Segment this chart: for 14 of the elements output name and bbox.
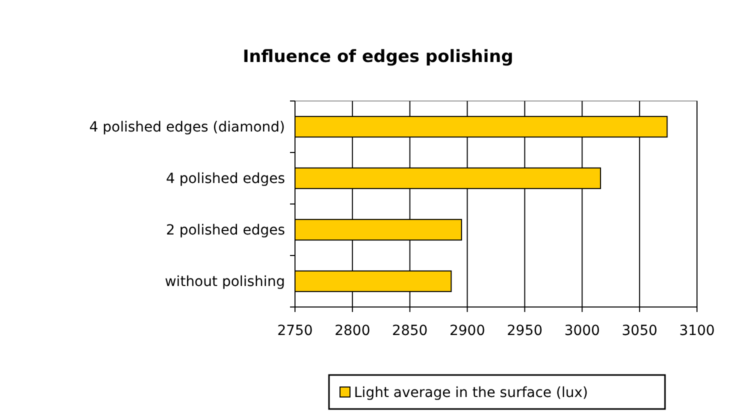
x-tick-label: 2900 [449,323,486,339]
x-tick-label: 2750 [277,323,313,339]
chart-title: Influence of edges polishing [242,47,514,67]
y-tick-label: without polishing [164,274,285,290]
x-tick-label: 2800 [334,323,370,339]
x-tick-label: 3100 [679,323,715,339]
y-tick-label: 2 polished edges [166,222,285,239]
y-tick-label: 4 polished edges [166,171,285,188]
x-tick-label: 3000 [564,323,600,339]
x-tick-label: 3050 [622,323,658,339]
legend-label: Light average in the surface (lux) [354,384,588,401]
x-tick-label: 2950 [506,323,543,339]
y-tick-label: 4 polished edges (diamond) [89,120,285,136]
x-tick-label: 2850 [392,323,428,339]
